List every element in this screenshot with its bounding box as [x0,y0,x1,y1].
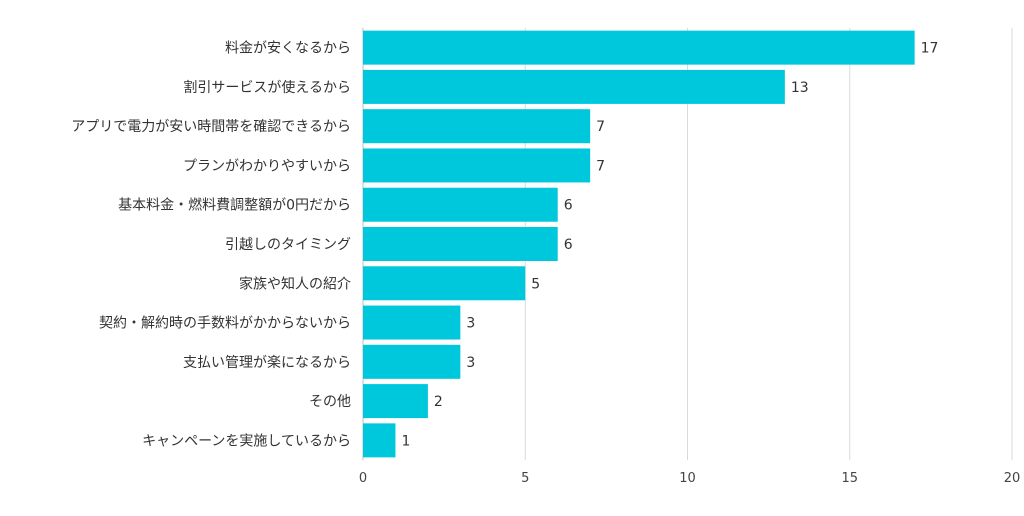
x-tick-label: 0 [359,471,367,486]
bar [363,227,558,261]
data-label: 2 [434,394,443,410]
data-label: 13 [791,80,809,96]
x-tick-label: 15 [841,471,858,486]
data-label: 5 [531,276,540,292]
category-labels: 料金が安くなるから割引サービスが使えるからアプリで電力が安い時間帯を確認できるか… [71,41,351,450]
category-label: プランがわかりやすいから [183,158,351,174]
category-label: 契約・解約時の手数料がかからないから [99,316,351,332]
category-label: 家族や知人の紹介 [239,275,351,292]
category-label: 割引サービスが使えるから [183,79,351,96]
bar [363,384,428,419]
data-label: 7 [596,119,605,135]
category-label: キャンペーンを実施しているから [142,433,351,449]
x-tick-label: 5 [521,471,529,486]
category-label: 支払い管理が楽になるから [183,355,351,371]
category-label: 料金が安くなるから [225,41,351,57]
data-label: 17 [921,41,939,57]
category-label: アプリで電力が安い時間帯を確認できるから [71,119,351,135]
category-label: 引越しのタイミング [225,237,351,253]
bar [363,305,461,340]
bar [363,109,591,144]
bar [363,30,915,65]
bar [363,266,526,301]
data-labels: 17 13 7 7 6 6 5 3 3 2 1 [401,41,938,450]
bar [363,187,558,222]
category-label: その他 [309,394,351,410]
category-label: 基本料金・燃料費調整額が0円だから [118,197,351,214]
data-label: 3 [466,355,475,371]
data-label: 1 [401,433,410,449]
bar [363,344,461,379]
bar [363,423,396,458]
x-tick-label: 10 [679,471,696,486]
data-label: 7 [596,158,605,174]
bars [363,30,915,458]
bar [363,148,591,183]
x-axis-ticks: 0 5 10 15 20 [359,471,1020,486]
data-label: 6 [564,237,573,253]
data-label: 6 [564,198,573,214]
data-label: 3 [466,316,475,332]
x-tick-label: 20 [1004,471,1021,486]
bar [363,69,785,104]
